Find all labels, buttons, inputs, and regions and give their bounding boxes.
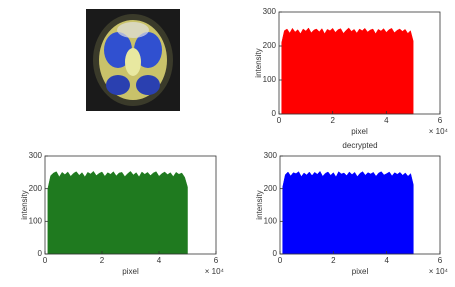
- x-tick-label: 0: [277, 116, 282, 125]
- x-tick-label: 2: [100, 256, 105, 265]
- y-tick-label: 200: [29, 184, 43, 193]
- y-tick-label: 300: [29, 151, 43, 160]
- y-tick-label: 100: [263, 75, 277, 84]
- brain-image: [86, 9, 180, 111]
- x-tick-label: 6: [438, 116, 443, 125]
- x-axis-label: pixel: [122, 267, 139, 276]
- y-axis-label: intensity: [20, 190, 29, 219]
- x-multiplier: × 10⁴: [429, 127, 449, 136]
- area: [282, 28, 413, 114]
- y-tick-label: 100: [264, 216, 278, 225]
- x-tick-label: 6: [214, 256, 219, 265]
- y-tick-label: 300: [264, 151, 278, 160]
- figure: 0 100 200 300 0 2 4 6 intensity pixel × 10⁴ 0 100 200…: [0, 0, 455, 287]
- y-tick-label: 200: [264, 184, 278, 193]
- x-tick-label: 4: [157, 256, 162, 265]
- x-axis-label: pixel: [352, 267, 369, 276]
- x-tick-label: 0: [43, 256, 48, 265]
- y-axis-label: intensity: [254, 48, 263, 77]
- y-tick-label: 300: [263, 7, 277, 16]
- x-tick-label: 2: [330, 116, 335, 125]
- x-tick-label: 2: [331, 256, 336, 265]
- y-axis-label: intensity: [255, 190, 264, 219]
- y-tick-label: 100: [29, 216, 43, 225]
- x-multiplier: × 10⁴: [429, 267, 449, 276]
- y-tick-label: 200: [263, 41, 277, 50]
- x-axis-label: pixel: [351, 127, 368, 136]
- x-tick-label: 4: [384, 256, 389, 265]
- area: [48, 171, 188, 254]
- x-multiplier: × 10⁴: [205, 267, 225, 276]
- x-tick-label: 4: [384, 116, 389, 125]
- x-tick-label: 0: [278, 256, 283, 265]
- chart-title: decrypted: [342, 141, 377, 150]
- area: [283, 171, 414, 254]
- x-tick-label: 6: [438, 256, 443, 265]
